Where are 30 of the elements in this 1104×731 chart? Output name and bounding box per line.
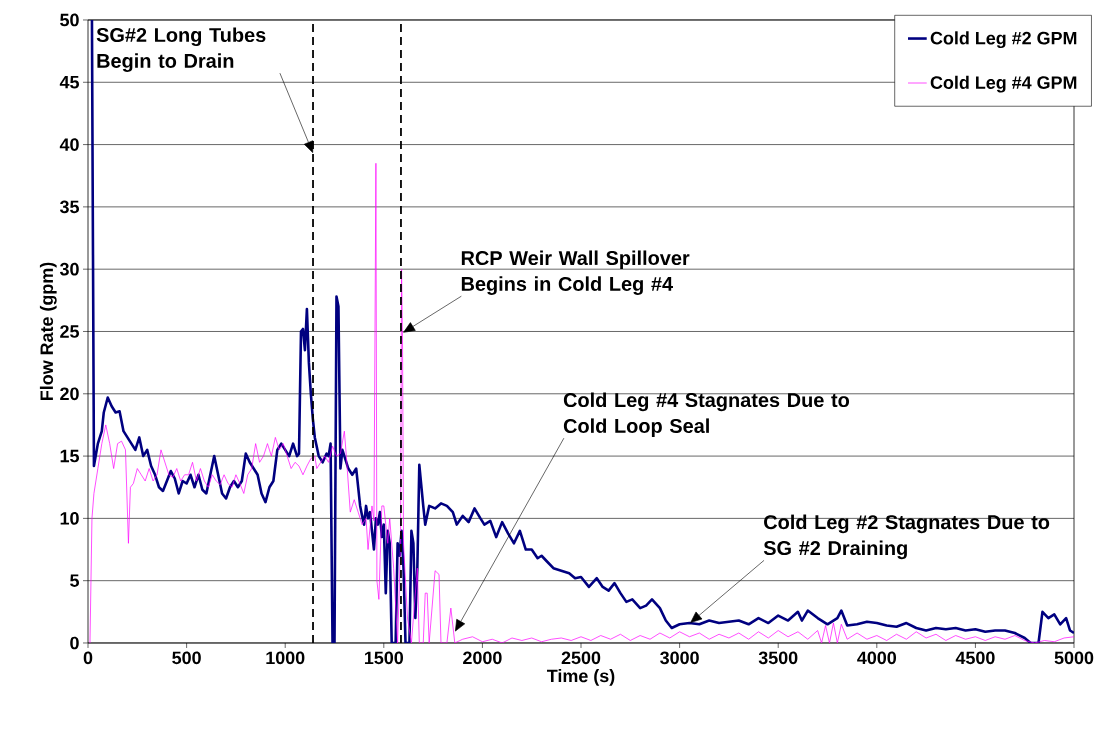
x-tick-label: 1000 — [266, 651, 305, 665]
x-tick-label: 2500 — [561, 651, 601, 665]
annotation: Cold Leg #4 Stagnates Due to Cold Loop Seal — [563, 392, 850, 437]
y-tick-label: 50 — [60, 13, 79, 27]
x-tick-label: 500 — [172, 651, 201, 665]
legend-label: Cold Leg #2 GPM — [930, 31, 1077, 49]
x-tick-label: 4000 — [857, 651, 897, 665]
y-tick-label: 10 — [60, 512, 79, 525]
x-tick-label: 4500 — [955, 651, 995, 665]
y-tick-label: 0 — [70, 636, 79, 650]
y-tick-label: 25 — [60, 325, 79, 338]
x-tick-label: 2000 — [463, 651, 502, 665]
y-tick-label: 5 — [70, 574, 79, 587]
y-tick-label: 15 — [60, 449, 79, 463]
x-tick-label: 3000 — [660, 651, 699, 665]
x-axis-title: Time (s) — [547, 669, 615, 686]
y-tick-label: 40 — [59, 138, 79, 151]
x-tick-label: 1500 — [364, 651, 404, 665]
y-tick-label: 35 — [59, 200, 79, 214]
annotation: Cold Leg #2 Stagnates Due to SG #2 Draining — [763, 514, 1050, 560]
annotation: SG#2 Long Tubes Begin to Drain — [96, 27, 266, 72]
y-tick-label: 20 — [60, 387, 79, 401]
x-tick-label: 3500 — [758, 651, 798, 665]
legend-label: Cold Leg #4 GPM — [930, 75, 1077, 93]
annotation: RCP Weir Wall Spillover Begins in Cold Leg #4 — [461, 250, 690, 295]
x-tick-label: 5000 — [1054, 651, 1094, 665]
y-tick-label: 45 — [59, 76, 79, 89]
y-axis-title: Flow Rate (gpm) — [39, 262, 57, 401]
y-tick-label: 30 — [59, 262, 79, 276]
x-tick-label: 0 — [83, 651, 93, 665]
